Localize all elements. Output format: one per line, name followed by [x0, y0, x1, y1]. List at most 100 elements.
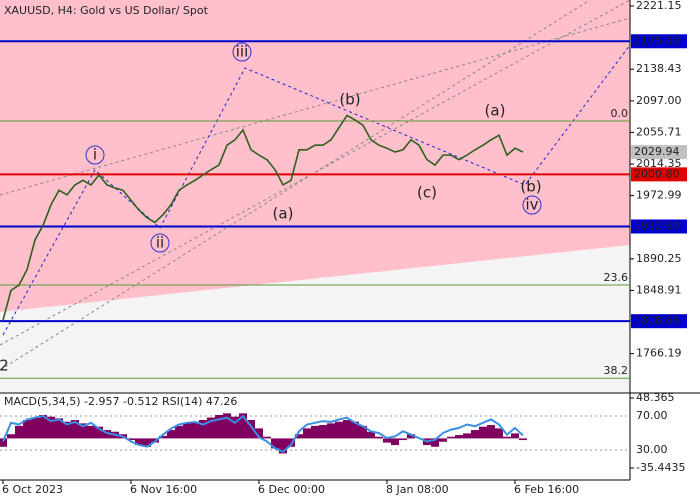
level-label: 2175.00	[634, 34, 680, 47]
macd-bar	[39, 415, 47, 439]
macd-bar	[247, 420, 255, 439]
macd-bar	[31, 417, 39, 439]
wave-label: iii	[236, 43, 249, 61]
y-tick-label: 2221.15	[636, 0, 682, 12]
y-tick-label: 1848.91	[636, 283, 682, 296]
wave-label: 2	[0, 357, 9, 375]
wave-label: (b)	[339, 91, 360, 109]
macd-bar	[0, 438, 7, 447]
macd-bar	[95, 426, 103, 439]
wave-circle	[522, 195, 542, 215]
macd-bar	[7, 434, 15, 439]
macd-bar	[15, 425, 23, 439]
fib-label: 23.6	[604, 271, 629, 284]
macd-bar	[215, 415, 223, 439]
y-tick-label: 2014.35	[636, 157, 682, 170]
wave-circle	[150, 233, 170, 253]
price-line	[2, 114, 524, 321]
trend-line	[0, 0, 591, 371]
macd-bar	[23, 420, 31, 439]
macd-bar	[287, 438, 295, 447]
macd-bar	[63, 421, 71, 439]
macd-bar	[471, 430, 479, 439]
y-tick-label: 2138.43	[636, 62, 682, 75]
macd-bar	[295, 434, 303, 439]
macd-bar	[71, 420, 79, 439]
macd-bar	[359, 425, 367, 439]
macd-bar	[231, 416, 239, 439]
macd-bar	[87, 425, 95, 439]
macd-bar	[487, 425, 495, 439]
x-tick-label: 6 Nov 16:00	[130, 483, 197, 496]
y-tick-label: 2055.71	[636, 125, 682, 138]
wave-circle	[85, 145, 105, 165]
macd-bar	[375, 436, 383, 439]
fib-label: 38.2	[604, 364, 629, 377]
y-tick-label: 2097.00	[636, 94, 682, 107]
macd-bar	[431, 438, 439, 447]
current-price-label: 2029.94	[634, 145, 680, 158]
macd-bar	[103, 430, 111, 439]
x-tick-label: 6 Oct 2023	[2, 483, 63, 496]
current-price-box	[631, 145, 687, 160]
y-tick-label: 1972.99	[636, 189, 682, 202]
fib-label: 0.0	[611, 107, 629, 120]
macd-bar	[495, 428, 503, 439]
macd-bar	[175, 425, 183, 439]
macd-bar	[167, 430, 175, 439]
trend-line	[0, 17, 631, 196]
wave-label: (b)	[520, 178, 541, 196]
macd-bar	[319, 425, 327, 439]
wave-label: (c)	[417, 184, 437, 202]
level-label: 1808.68	[634, 314, 680, 327]
level-box	[631, 314, 687, 329]
level-box	[631, 219, 687, 234]
wave-label: (a)	[273, 205, 294, 223]
wave-path	[2, 44, 631, 336]
level-label: 2000.80	[634, 167, 680, 180]
macd-bar	[55, 418, 63, 439]
wave-label: (a)	[485, 102, 506, 120]
macd-bar	[303, 428, 311, 439]
wave-label: ii	[156, 234, 164, 252]
macd-bar	[455, 435, 463, 439]
macd-bar	[343, 420, 351, 439]
rsi-line	[2, 414, 524, 453]
y-tick-label: 48.365	[636, 391, 675, 404]
macd-bar	[327, 423, 335, 439]
wave-label: i	[93, 146, 97, 164]
macd-bar	[383, 438, 391, 443]
macd-bar	[399, 438, 407, 441]
macd-bar	[159, 435, 167, 439]
macd-bar	[199, 420, 207, 439]
macd-bar	[335, 421, 343, 439]
macd-bar	[255, 428, 263, 439]
x-tick-label: 6 Dec 00:00	[258, 483, 325, 496]
macd-bar	[351, 421, 359, 439]
macd-bar	[391, 438, 399, 446]
macd-bar	[271, 438, 279, 449]
macd-bar	[511, 433, 519, 439]
macd-bar	[223, 413, 231, 439]
wave-label: iv	[525, 196, 538, 214]
macd-bar	[127, 438, 135, 441]
y-tick-label: -35.4435	[636, 461, 685, 474]
level-box	[631, 167, 687, 182]
macd-bar	[47, 416, 55, 439]
y-tick-label: 1766.19	[636, 347, 682, 360]
macd-bar	[367, 431, 375, 439]
macd-bar	[279, 438, 287, 454]
macd-bar	[263, 436, 271, 439]
x-tick-label: 8 Jan 08:00	[386, 483, 449, 496]
level-label: 1932.60	[634, 219, 680, 232]
macd-bar	[311, 425, 319, 439]
macd-bar	[239, 413, 247, 439]
macd-bar	[519, 438, 527, 441]
y-tick-label: 1890.25	[636, 252, 682, 265]
macd-bar	[135, 438, 143, 446]
level-box	[631, 34, 687, 49]
x-tick-label: 6 Feb 16:00	[514, 483, 579, 496]
wave-circle	[232, 42, 252, 62]
chart-title: XAUUSD, H4: Gold vs US Dollar/ Spot	[4, 4, 209, 17]
